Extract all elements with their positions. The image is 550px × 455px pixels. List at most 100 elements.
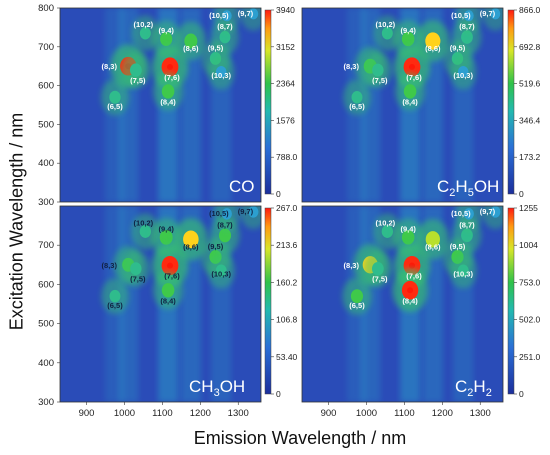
- panel-label-part: 5: [468, 187, 474, 199]
- colorbar-tick-label: 0: [519, 189, 524, 199]
- peak-label: (10,3): [211, 71, 231, 80]
- peak-label: (9,5): [208, 242, 224, 251]
- panel-label-part: 2: [467, 387, 473, 399]
- peak-label: (10,2): [134, 20, 154, 29]
- peak-spot: [215, 264, 227, 277]
- colorbar-tick-label: 753.0: [519, 277, 541, 287]
- colorbar-tick-label: 0: [276, 389, 281, 399]
- peak-spot: [222, 10, 232, 22]
- colorbar-tick-label: 3152: [276, 42, 295, 52]
- peak-spot: [381, 26, 393, 40]
- y-axis-label: Excitation Wavelength / nm: [6, 112, 27, 331]
- heatmap-field: [100, 8, 261, 202]
- peak-label: (8,7): [459, 220, 475, 229]
- panel-frame: [301, 7, 504, 203]
- peak-label: (10,3): [211, 270, 231, 279]
- peak-spot: [219, 30, 231, 44]
- panel-label-part: C: [455, 377, 467, 396]
- y-tick-label: 300: [38, 397, 54, 408]
- colorbar-tick-label: 502.0: [519, 315, 541, 325]
- peak-label: (8,7): [217, 220, 233, 229]
- peak-spot: [159, 229, 173, 245]
- panel-label-part: 3: [214, 387, 220, 399]
- peak-label: (9,7): [480, 207, 496, 216]
- peak-label: (8,6): [183, 44, 199, 53]
- peak-spot: [425, 32, 441, 50]
- colorbar-tick-label: 267.0: [276, 203, 298, 213]
- colorbar-tick-label: 519.6: [519, 79, 541, 89]
- heatmap-field: [343, 8, 503, 202]
- colorbar-tick-label: 346.4: [519, 115, 541, 125]
- peak-spot: [184, 33, 198, 49]
- panel-label-part: H: [455, 177, 467, 196]
- x-tick-label: 1100: [394, 408, 414, 419]
- y-tick-label: 700: [38, 240, 54, 251]
- peak-spot: [160, 32, 173, 46]
- peak-label: (8,3): [344, 62, 360, 71]
- colorbar-tick-label: 0: [519, 389, 524, 399]
- peak-spot: [425, 231, 440, 248]
- peak-label: (10,5): [209, 11, 229, 20]
- peak-spot: [490, 206, 501, 218]
- heatmap-field: [101, 206, 261, 402]
- peak-spot: [350, 289, 364, 304]
- y-tick-label: 700: [38, 42, 54, 53]
- peak-spot: [490, 8, 501, 20]
- colorbar-tick-label: 866.0: [519, 5, 541, 15]
- panel-frame: [59, 7, 262, 203]
- y-tick-label: 600: [38, 279, 54, 290]
- peak-label: (8,7): [217, 22, 233, 31]
- panel-label: CH3OH: [189, 377, 245, 399]
- peak-label: (10,3): [453, 71, 473, 80]
- x-axis-label: Emission Wavelength / nm: [193, 428, 407, 448]
- colorbar-tick-label: 106.8: [276, 315, 298, 325]
- peak-core: [166, 63, 173, 70]
- peak-label: (9,7): [238, 207, 254, 216]
- peak-label: (8,3): [102, 62, 118, 71]
- peak-label: (7,5): [372, 76, 388, 85]
- y-tick-label: 300: [38, 197, 54, 208]
- panel-frame: [301, 205, 504, 403]
- peak-label: (8,7): [459, 22, 475, 31]
- x-tick-label: 1000: [356, 408, 377, 419]
- heatmap-field: [342, 206, 503, 402]
- peak-spot: [221, 208, 232, 220]
- peak-label: (9,7): [238, 9, 254, 18]
- peak-core: [407, 287, 414, 294]
- colorbar-tick-label: 53.40: [276, 352, 298, 362]
- peak-label: (7,6): [164, 73, 180, 82]
- peak-label: (6,5): [349, 301, 365, 310]
- peak-spot: [248, 206, 259, 218]
- peak-label: (7,5): [130, 275, 146, 284]
- panel-label-part: 2: [449, 187, 455, 199]
- y-tick-label: 400: [38, 358, 54, 369]
- peak-spot: [351, 91, 363, 104]
- peak-spot: [461, 228, 473, 243]
- x-tick-label: 900: [79, 408, 95, 419]
- colorbar-tick-label: 251.0: [519, 352, 541, 362]
- peak-spot: [130, 262, 142, 276]
- colorbar-tick-label: 692.8: [519, 42, 541, 52]
- peak-spot: [371, 262, 384, 276]
- peak-label: (7,5): [130, 76, 146, 85]
- peak-core: [166, 262, 173, 269]
- y-tick-label: 600: [38, 81, 54, 92]
- colorbar-tick-label: 160.2: [276, 277, 298, 287]
- peak-spot: [218, 228, 232, 243]
- peak-label: (8,6): [183, 242, 199, 251]
- panel-label-part: CH: [189, 377, 214, 396]
- heatmap-panel: (6,5) (8,3) (7,5) (10,2) (9,4) (7,6) (8,4) (8,6…: [38, 203, 298, 419]
- colorbar: [264, 207, 272, 395]
- x-tick-label: 1300: [228, 408, 249, 419]
- peak-label: (8,4): [160, 97, 176, 106]
- panel-label-part: 2: [486, 387, 492, 399]
- peak-label: (7,5): [372, 275, 388, 284]
- peak-label: (9,4): [400, 26, 416, 35]
- panel-label-part: CO: [229, 177, 255, 196]
- peak-spot: [109, 90, 121, 104]
- colorbar-tick-label: 3940: [276, 5, 295, 15]
- colorbar-tick-label: 1004: [519, 240, 538, 250]
- peak-spot: [248, 8, 259, 20]
- x-tick-label: 1000: [114, 408, 135, 419]
